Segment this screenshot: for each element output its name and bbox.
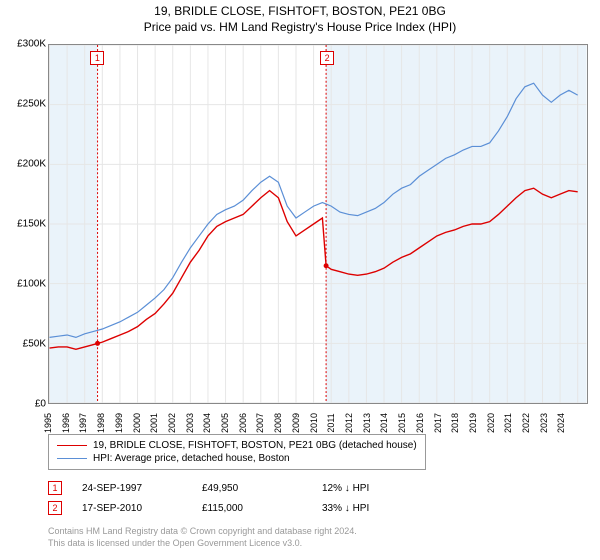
x-tick-label: 2013 bbox=[362, 413, 372, 433]
x-tick-label: 2009 bbox=[291, 413, 301, 433]
x-tick-label: 2023 bbox=[539, 413, 549, 433]
marker-badge-icon: 2 bbox=[48, 501, 62, 515]
footer-line: This data is licensed under the Open Gov… bbox=[48, 538, 357, 550]
x-tick-label: 2019 bbox=[468, 413, 478, 433]
sale-marker-row: 2 17-SEP-2010 £115,000 33% ↓ HPI bbox=[48, 498, 422, 518]
marker-badge-icon: 1 bbox=[48, 481, 62, 495]
x-tick-label: 2010 bbox=[309, 413, 319, 433]
x-tick-label: 2002 bbox=[167, 413, 177, 433]
marker-delta: 12% ↓ HPI bbox=[322, 483, 422, 494]
legend-label: HPI: Average price, detached house, Bost… bbox=[93, 453, 290, 464]
x-tick-label: 2016 bbox=[415, 413, 425, 433]
x-tick-label: 1995 bbox=[43, 413, 53, 433]
inplot-marker-badge: 1 bbox=[90, 51, 104, 65]
sale-marker-table: 1 24-SEP-1997 £49,950 12% ↓ HPI 2 17-SEP… bbox=[48, 478, 422, 518]
inplot-marker-badge: 2 bbox=[320, 51, 334, 65]
chart-title: 19, BRIDLE CLOSE, FISHTOFT, BOSTON, PE21… bbox=[0, 0, 600, 18]
x-tick-label: 2001 bbox=[149, 413, 159, 433]
legend-label: 19, BRIDLE CLOSE, FISHTOFT, BOSTON, PE21… bbox=[93, 440, 417, 451]
sale-marker-row: 1 24-SEP-1997 £49,950 12% ↓ HPI bbox=[48, 478, 422, 498]
y-tick-label: £300K bbox=[17, 39, 46, 50]
x-tick-label: 2017 bbox=[433, 413, 443, 433]
legend-swatch bbox=[57, 445, 87, 446]
x-tick-label: 2015 bbox=[397, 413, 407, 433]
x-tick-label: 1999 bbox=[114, 413, 124, 433]
marker-date: 24-SEP-1997 bbox=[82, 483, 182, 494]
x-tick-label: 2012 bbox=[344, 413, 354, 433]
x-tick-label: 2021 bbox=[503, 413, 513, 433]
legend: 19, BRIDLE CLOSE, FISHTOFT, BOSTON, PE21… bbox=[48, 434, 426, 470]
legend-item: 19, BRIDLE CLOSE, FISHTOFT, BOSTON, PE21… bbox=[57, 439, 417, 452]
y-tick-label: £0 bbox=[35, 399, 46, 410]
x-tick-label: 2018 bbox=[450, 413, 460, 433]
x-tick-label: 2011 bbox=[326, 413, 336, 432]
chart-svg bbox=[49, 45, 587, 403]
legend-item: HPI: Average price, detached house, Bost… bbox=[57, 452, 417, 465]
x-tick-label: 2024 bbox=[556, 413, 566, 433]
x-tick-label: 2020 bbox=[486, 413, 496, 433]
marker-date: 17-SEP-2010 bbox=[82, 503, 182, 514]
x-tick-label: 2003 bbox=[185, 413, 195, 433]
y-tick-label: £200K bbox=[17, 159, 46, 170]
x-tick-label: 2022 bbox=[521, 413, 531, 433]
x-tick-label: 2000 bbox=[132, 413, 142, 433]
x-tick-label: 2004 bbox=[202, 413, 212, 433]
x-tick-label: 1996 bbox=[61, 413, 71, 433]
x-tick-label: 2006 bbox=[238, 413, 248, 433]
y-tick-label: £250K bbox=[17, 99, 46, 110]
footer-attribution: Contains HM Land Registry data © Crown c… bbox=[48, 526, 357, 549]
x-tick-label: 1997 bbox=[78, 413, 88, 433]
footer-line: Contains HM Land Registry data © Crown c… bbox=[48, 526, 357, 538]
marker-price: £49,950 bbox=[202, 483, 302, 494]
x-tick-label: 2007 bbox=[255, 413, 265, 433]
marker-delta: 33% ↓ HPI bbox=[322, 503, 422, 514]
x-tick-label: 2005 bbox=[220, 413, 230, 433]
legend-swatch bbox=[57, 458, 87, 459]
y-tick-label: £150K bbox=[17, 219, 46, 230]
marker-price: £115,000 bbox=[202, 503, 302, 514]
x-tick-label: 2008 bbox=[273, 413, 283, 433]
chart-subtitle: Price paid vs. HM Land Registry's House … bbox=[0, 18, 600, 38]
chart-plot-area: 12 bbox=[48, 44, 588, 404]
x-tick-label: 1998 bbox=[96, 413, 106, 433]
y-tick-label: £50K bbox=[23, 339, 46, 350]
x-tick-label: 2014 bbox=[379, 413, 389, 433]
y-tick-label: £100K bbox=[17, 279, 46, 290]
